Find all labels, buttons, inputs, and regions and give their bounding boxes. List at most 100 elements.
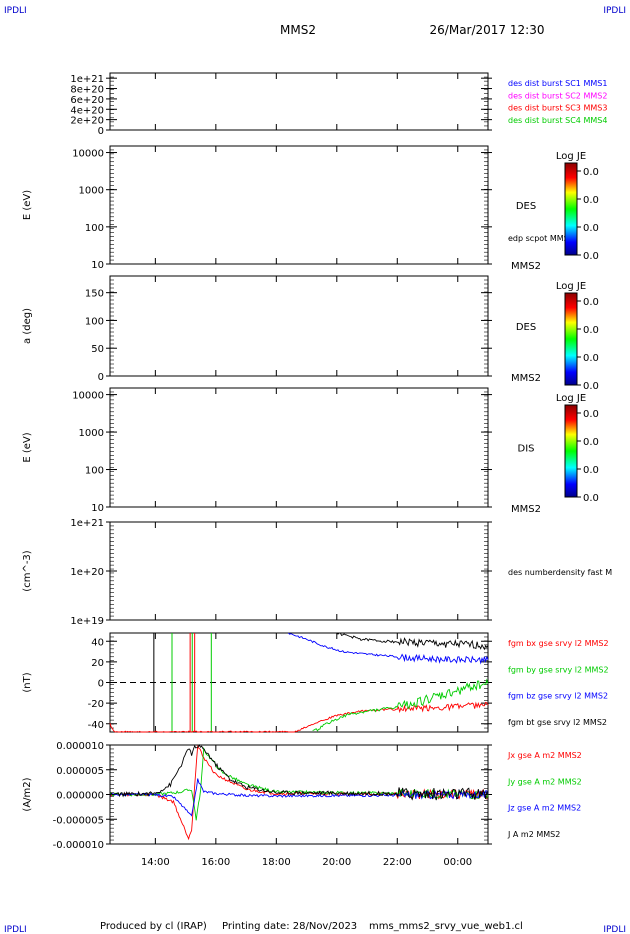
panel-4: 10000 1000 100 10 E (eV) DIS MMS2 Log JE 0.0 0.0 0…: [22, 387, 599, 515]
legend-entry: fgm bz gse srvy l2 MMS2: [508, 692, 608, 701]
legend-entry: des numberdensity fast M: [508, 568, 612, 577]
header-datetime: 26/Mar/2017 12:30: [430, 23, 545, 37]
y-tick-label: 10: [91, 503, 104, 514]
colorbar-tick-label: 0.0: [583, 493, 599, 504]
x-tick-label: 22:00: [383, 857, 412, 868]
spacecraft-label: MMS2: [511, 373, 541, 384]
x-tick-label: 00:00: [443, 857, 472, 868]
y-tick-label: 10000: [72, 149, 104, 160]
colorbar-tick-label: 0.0: [583, 297, 599, 308]
legend-entry: Jy gse A m2 MMS2: [507, 777, 582, 786]
x-tick-label: 18:00: [262, 857, 291, 868]
y-tick-label: 0: [98, 372, 104, 383]
spacecraft-label: MMS2: [511, 261, 541, 272]
legend-entry: J A m2 MMS2: [507, 830, 560, 839]
colorbar-title: Log JE: [556, 151, 586, 162]
colorbar-tick-label: 0.0: [583, 251, 599, 262]
header-spacecraft: MMS2: [280, 23, 316, 37]
series-line: [288, 632, 489, 665]
colorbar-tick-label: 0.0: [583, 437, 599, 448]
y-tick-label: 1000: [79, 186, 104, 197]
legend-entry: fgm bx gse srvy l2 MMS2: [508, 639, 609, 648]
corner-label-top-right: IPDLI: [603, 6, 626, 16]
colorbar: [564, 292, 578, 386]
overlay-label: edp scpot MMS2: [508, 234, 574, 243]
y-tick-label: 1000: [79, 428, 104, 439]
y-tick-label: 1e+21: [70, 74, 104, 85]
panel-3: 150 100 50 0 a (deg) DES MMS2 Log JE 0.0 0.0 0.0 0.…: [22, 275, 599, 392]
species-label: DES: [516, 201, 536, 212]
y-tick-label: 1e+21: [70, 518, 104, 529]
colorbar-tick-label: 0.0: [583, 409, 599, 420]
colorbar-tick-label: 0.0: [583, 465, 599, 476]
corner-label-top-left: IPDLI: [4, 6, 27, 16]
y-tick-label: 40: [91, 637, 104, 648]
footer-file: mms_mms2_srvy_vue_web1.cl: [369, 921, 523, 932]
y-tick-label: 1e+20: [70, 567, 104, 578]
panel-2: 10000 1000 100 10 E (eV) DES MMS2 edp scpot MMS…: [22, 145, 599, 272]
y-tick-label: 0.000000: [56, 791, 104, 802]
colorbar-tick-label: 0.0: [583, 167, 599, 178]
corner-label-bottom-left: IPDLI: [4, 925, 27, 934]
legend-entry: des dist burst SC3 MMS3: [508, 104, 607, 113]
y-tick-label: 100: [85, 316, 104, 327]
colorbar-tick-label: 0.0: [583, 223, 599, 234]
x-tick-label: 20:00: [322, 857, 351, 868]
panel-5: 1e+21 1e+20 1e+19 (cm^-3) des numberdensity …: [22, 518, 612, 627]
y-tick-label: 8e+20: [70, 85, 104, 96]
colorbar-tick-label: 0.0: [583, 381, 599, 392]
legend-entry: des dist burst SC1 MMS1: [508, 79, 607, 88]
y-tick-label: -40: [88, 720, 104, 731]
y-tick-label: -20: [88, 699, 104, 710]
y-tick-label: 100: [85, 223, 104, 234]
footer-printing-date: Printing date: 28/Nov/2023: [222, 921, 357, 932]
corner-label-bottom-right: IPDLI: [603, 925, 626, 934]
y-tick-label: 100: [85, 466, 104, 477]
colorbar-tick-label: 0.0: [583, 325, 599, 336]
series-line: [109, 744, 489, 801]
legend-entry: Jz gse A m2 MMS2: [507, 804, 581, 813]
legend-entry: des dist burst SC2 MMS2: [508, 91, 607, 100]
y-axis-label: (cm^-3): [22, 550, 33, 591]
colorbar-title: Log JE: [556, 393, 586, 404]
spacecraft-label: MMS2: [511, 504, 541, 515]
colorbar-title: Log JE: [556, 281, 586, 292]
y-axis-label: (nT): [22, 672, 33, 692]
y-tick-label: -0.000010: [53, 840, 104, 851]
y-tick-label: 0.000005: [56, 766, 104, 777]
y-tick-label: 20: [91, 658, 104, 669]
y-axis-label: E (eV): [22, 190, 33, 220]
species-label: DES: [516, 322, 536, 333]
y-axis-label: (A/m2): [22, 777, 33, 811]
y-tick-label: 10000: [72, 391, 104, 402]
y-axis-label: E (eV): [22, 432, 33, 462]
y-tick-label: 0: [98, 679, 104, 690]
y-tick-label: 1e+19: [70, 616, 104, 627]
y-tick-label: 4e+20: [70, 105, 104, 116]
y-tick-label: -0.000005: [53, 815, 104, 826]
colorbar: [564, 162, 578, 256]
y-tick-label: 2e+20: [70, 116, 104, 127]
panel-7: 0.000010 0.000005 0.000000 -0.000005 -0.0000…: [22, 741, 582, 868]
legend-entry: fgm by gse srvy l2 MMS2: [508, 665, 609, 674]
panel-6: 40 20 0 -20 -40 (nT) fgm bx gse srvy l2 MMS2 fg…: [22, 632, 609, 733]
y-tick-label: 150: [85, 289, 104, 300]
legend-entry: Jx gse A m2 MMS2: [507, 751, 582, 760]
series-line: [312, 678, 489, 732]
colorbar-tick-label: 0.0: [583, 353, 599, 364]
legend-entry: fgm bt gse srvy l2 MMS2: [508, 718, 607, 727]
colorbar-tick-label: 0.0: [583, 195, 599, 206]
y-tick-label: 10: [91, 260, 104, 271]
x-tick-label: 14:00: [141, 857, 170, 868]
x-tick-label: 16:00: [201, 857, 230, 868]
species-label: DIS: [518, 444, 535, 455]
series-line: [109, 778, 489, 817]
legend-entry: des dist burst SC4 MMS4: [508, 116, 607, 125]
y-tick-label: 0.000010: [56, 741, 104, 752]
footer-produced: Produced by cl (IRAP): [100, 921, 207, 932]
panel-frame: [109, 275, 489, 377]
